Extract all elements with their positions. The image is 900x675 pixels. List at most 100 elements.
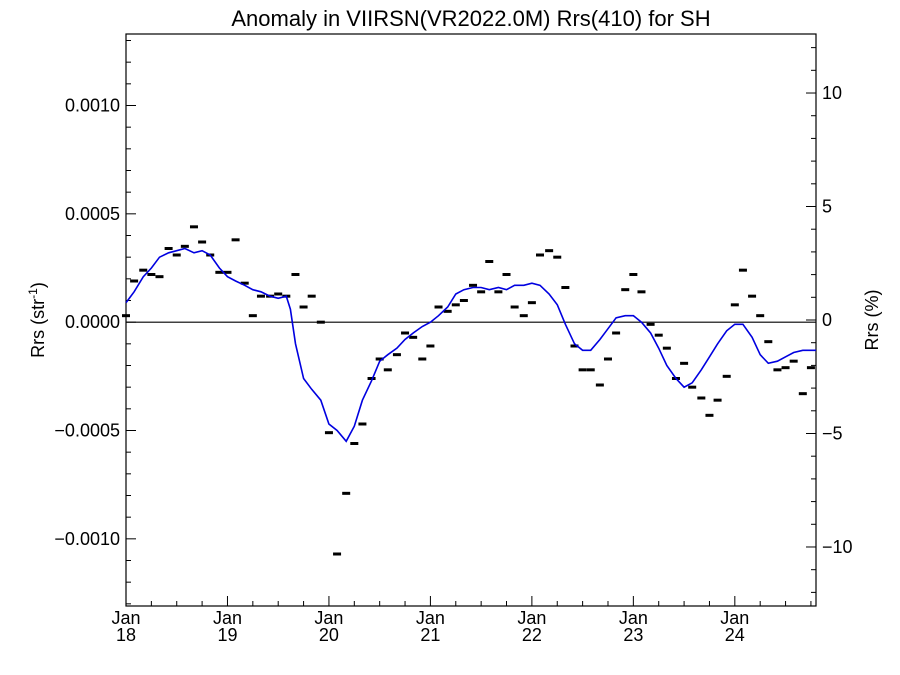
- monthly-anomaly-point: [570, 344, 579, 348]
- monthly-anomaly-point: [248, 314, 257, 318]
- plot-area: [122, 225, 816, 556]
- monthly-anomaly-point: [485, 260, 494, 263]
- axis-ticks: [125, 40, 816, 606]
- x-tick-label-year: 23: [623, 625, 643, 645]
- monthly-anomaly-point: [367, 377, 376, 380]
- x-tick-label-month: Jan: [416, 608, 445, 628]
- monthly-anomaly-point: [139, 268, 148, 272]
- monthly-anomaly-point: [510, 305, 519, 309]
- x-tick-label-year: 20: [319, 625, 339, 645]
- monthly-anomaly-point: [401, 331, 410, 335]
- y-tick-label-left: −0.0005: [54, 421, 120, 441]
- y-tick-label-left: 0.0010: [65, 96, 120, 116]
- monthly-anomaly-point: [469, 283, 478, 287]
- monthly-anomaly-point: [155, 275, 164, 279]
- monthly-anomaly-point: [798, 392, 807, 396]
- monthly-anomaly-point: [164, 247, 173, 250]
- y-axis-label-right: Rrs (%): [862, 290, 882, 351]
- monthly-anomaly-point: [426, 344, 435, 348]
- monthly-anomaly-point: [629, 273, 638, 276]
- monthly-anomaly-point: [764, 340, 773, 344]
- monthly-anomaly-point: [333, 552, 342, 556]
- monthly-anomaly-point: [189, 225, 198, 229]
- tick-labels: 0.0010 0.0005 0.0000 −0.0005 −0.0010 10 5 0 −5 −1…: [54, 83, 852, 645]
- monthly-anomaly-point: [806, 366, 815, 370]
- x-tick-label-year: 18: [116, 625, 136, 645]
- y-tick-label-right: −5: [822, 423, 843, 443]
- monthly-anomaly-point: [662, 346, 671, 350]
- x-tick-label-year: 19: [217, 625, 237, 645]
- monthly-anomaly-point: [375, 357, 384, 361]
- monthly-anomaly-point: [561, 286, 570, 289]
- monthly-anomaly-point: [274, 292, 283, 296]
- monthly-anomaly-point: [409, 335, 418, 339]
- monthly-anomaly-point: [502, 273, 511, 276]
- monthly-anomaly-point: [553, 255, 562, 259]
- x-tick-label-month: Jan: [111, 608, 140, 628]
- monthly-anomaly-point: [443, 309, 452, 313]
- x-tick-label-year: 21: [420, 625, 440, 645]
- y-tick-label-right: 10: [822, 83, 842, 103]
- monthly-anomaly-point: [612, 331, 621, 335]
- monthly-anomaly-point: [342, 491, 351, 495]
- monthly-anomaly-point: [147, 273, 156, 276]
- y-axis-label-left: Rrs (str-1): [26, 282, 48, 358]
- y-tick-label-right: 5: [822, 197, 832, 217]
- monthly-anomaly-point: [215, 270, 224, 274]
- monthly-anomaly-point: [654, 333, 663, 337]
- monthly-anomaly-point: [738, 268, 747, 272]
- plot-frame: [125, 33, 817, 607]
- monthly-anomaly-point: [180, 244, 189, 248]
- monthly-anomaly-point: [748, 294, 757, 298]
- monthly-anomaly-point: [307, 294, 316, 298]
- monthly-anomaly-point: [477, 290, 486, 294]
- monthly-anomaly-point: [451, 303, 460, 307]
- monthly-anomaly-point: [418, 357, 427, 361]
- monthly-anomaly-point: [392, 353, 401, 357]
- monthly-anomaly-point: [536, 253, 544, 257]
- monthly-anomaly-point: [688, 385, 697, 389]
- monthly-anomaly-point: [519, 314, 528, 318]
- monthly-anomaly-point: [697, 396, 706, 400]
- monthly-anomaly-point: [705, 413, 714, 417]
- monthly-anomaly-point: [130, 279, 139, 283]
- monthly-anomaly-point: [198, 240, 207, 244]
- monthly-anomaly-point: [383, 368, 392, 372]
- monthly-anomaly-point: [713, 398, 722, 402]
- monthly-anomaly-point: [545, 249, 554, 253]
- y-tick-label-right: 0: [822, 310, 832, 330]
- monthly-anomaly-point: [172, 253, 181, 257]
- chart-title: Anomaly in VIIRSN(VR2022.0M) Rrs(410) fo…: [231, 6, 710, 31]
- monthly-anomaly-point: [316, 320, 325, 324]
- y-tick-label-left: 0.0005: [65, 204, 120, 224]
- monthly-anomaly-point: [324, 431, 333, 435]
- x-tick-label-month: Jan: [619, 608, 648, 628]
- x-tick-label-month: Jan: [314, 608, 343, 628]
- x-tick-label-year: 24: [725, 625, 745, 645]
- x-tick-label-month: Jan: [517, 608, 546, 628]
- monthly-anomaly-point: [231, 238, 240, 242]
- monthly-anomaly-point: [680, 361, 689, 365]
- monthly-anomaly-point: [756, 314, 765, 318]
- monthly-anomaly-point: [358, 422, 367, 426]
- monthly-anomaly-point: [595, 383, 604, 387]
- x-tick-label-month: Jan: [213, 608, 242, 628]
- monthly-anomaly-point: [350, 442, 359, 445]
- monthly-anomaly-point: [240, 281, 249, 285]
- monthly-anomaly-point: [646, 322, 655, 326]
- monthly-anomaly-point: [494, 290, 503, 294]
- monthly-anomaly-point: [789, 359, 798, 363]
- monthly-anomaly-point: [527, 301, 536, 305]
- x-tick-label-year: 22: [522, 625, 542, 645]
- y-tick-label-left: 0.0000: [65, 312, 120, 332]
- monthly-anomaly-point: [773, 368, 782, 372]
- monthly-anomaly-point: [459, 299, 468, 302]
- smoothed-anomaly-line: [125, 247, 816, 443]
- monthly-anomaly-point: [621, 288, 630, 292]
- monthly-anomaly-point: [256, 294, 265, 298]
- monthly-anomaly-point: [722, 374, 731, 378]
- monthly-anomaly-point: [299, 305, 308, 309]
- monthly-anomaly-point: [730, 303, 739, 307]
- monthly-anomaly-point: [586, 368, 595, 372]
